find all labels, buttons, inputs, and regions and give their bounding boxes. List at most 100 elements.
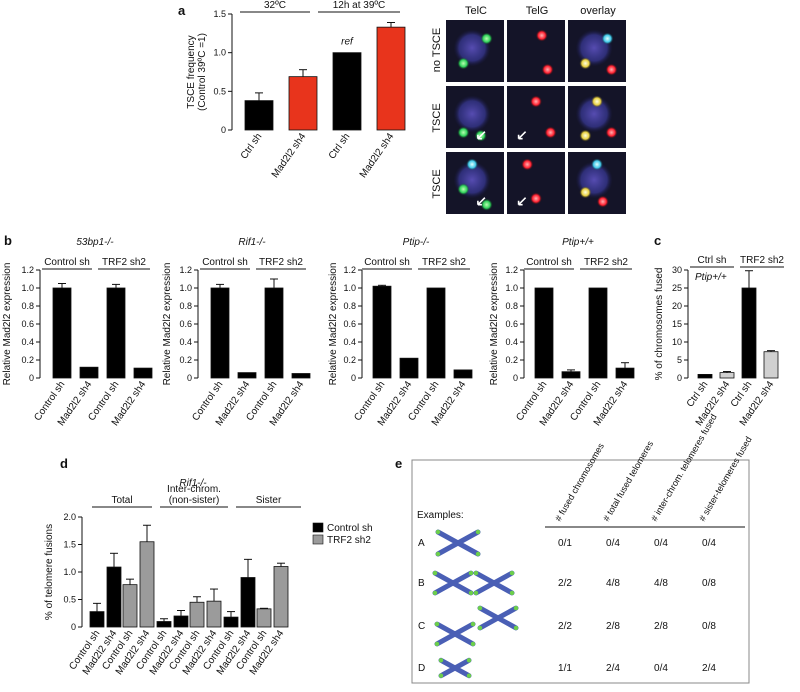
telomere-signal (579, 129, 592, 142)
y-tick-label: 1.0 (505, 283, 518, 293)
bar (189, 601, 205, 628)
telomere-signal (579, 57, 592, 70)
y-tick-label: 1.0 (63, 567, 76, 577)
row-label: D (418, 663, 425, 674)
chart-title: Rif1-/- (238, 237, 266, 248)
telomere-signal (457, 183, 470, 196)
micrograph-col-telc: TelC (465, 5, 487, 17)
chromosome-diagram (435, 529, 481, 557)
telomere-dot (438, 673, 444, 678)
y-tick-label: 0.2 (179, 355, 192, 365)
telomere-signal (530, 192, 542, 205)
panel-label-b: b (4, 233, 12, 248)
table-row: C 2/2 2/8 2/8 0/8 (418, 605, 716, 647)
chart-title: Rif1-/- (179, 478, 207, 489)
bar (223, 616, 239, 628)
bar (240, 577, 256, 628)
table-cell: 1/1 (558, 663, 572, 674)
y-tick-label: 2.0 (63, 512, 76, 522)
y-tick-label: 1.2 (179, 265, 192, 275)
examples-label: Examples: (417, 510, 464, 521)
telomere-signal (601, 32, 614, 45)
bar (763, 351, 779, 379)
telomere-dot (470, 641, 476, 647)
table-cell: 0/1 (558, 538, 572, 549)
y-axis-label: Relative Mad2l2 expression (162, 263, 173, 386)
table-header: # fused chromosomes (553, 441, 606, 523)
telomere-signal (596, 195, 609, 208)
chromosome-diagram (434, 605, 519, 647)
y-tick-label: 0.2 (505, 355, 518, 365)
telomere-dot (435, 551, 441, 557)
telomere-dot (509, 570, 515, 576)
chromosome-diagram (438, 657, 472, 679)
y-tick-label: 1.0 (343, 283, 356, 293)
y-axis-label: Relative Mad2l2 expression (2, 263, 13, 386)
group-label: Control sh (44, 257, 90, 268)
telomere-signal (605, 63, 618, 76)
telomere-signal (530, 95, 542, 108)
panel-label-a: a (178, 3, 186, 18)
genotype-label: Ptip+/+ (695, 272, 727, 283)
bar (372, 285, 392, 379)
y-tick-label: 0.6 (343, 319, 356, 329)
telomere-signal (466, 158, 479, 171)
bar (288, 76, 318, 131)
table-cell: 2/4 (606, 663, 620, 674)
bar (291, 373, 311, 379)
table-cell: 0/8 (702, 621, 716, 632)
telomere-signal (457, 126, 470, 139)
chromosome-shape (477, 605, 519, 631)
telomere-dot (468, 590, 474, 596)
telomere-signal (480, 32, 493, 45)
telomere-dot (477, 625, 483, 631)
panel-label-c: c (654, 233, 661, 248)
y-axis-label: (Control 39ºC =1) (197, 33, 208, 111)
group-label: Control sh (202, 257, 248, 268)
group-label: 12h at 39ºC (333, 0, 386, 11)
group-label: TRF2 sh2 (102, 257, 146, 268)
panel-e-table: Examples: # fused chromosomes# total fus… (411, 412, 754, 684)
telomere-dot (473, 590, 479, 596)
telomere-dot (468, 570, 474, 576)
y-tick-label: 30 (672, 265, 682, 275)
y-tick-label: 25 (672, 283, 682, 293)
group-label: Control sh (364, 257, 410, 268)
y-tick-label: 0.6 (21, 319, 34, 329)
telomere-signal (605, 126, 618, 139)
table-cell: 2/4 (702, 663, 716, 674)
bar (122, 584, 138, 628)
tile-background (507, 20, 565, 82)
y-tick-label: 1.2 (505, 265, 518, 275)
bar (719, 372, 735, 379)
y-tick-label: 0.4 (505, 337, 518, 347)
y-tick-label: 1.0 (213, 48, 226, 58)
bar (89, 611, 105, 628)
y-tick-label: 1.5 (213, 9, 226, 19)
nucleus (575, 95, 613, 133)
telomere-dot (513, 605, 519, 611)
y-tick-label: 0 (513, 373, 518, 383)
telomere-signal (541, 63, 554, 76)
micrograph-tile (568, 152, 626, 214)
chart-a: 0 0.5 1.0 1.5 TSCE frequency (Control 39ºC =1… (186, 0, 406, 180)
bar (210, 287, 230, 379)
bar (561, 371, 581, 379)
micrograph-panel: TelC TelG overlay no TSCE TSCE TSCE (431, 5, 626, 214)
group-label: TRF2 sh2 (584, 257, 628, 268)
y-tick-label: 15 (672, 319, 682, 329)
table-cell: 2/2 (558, 578, 572, 589)
chromosome-shape (432, 570, 474, 596)
group-label: Control sh (526, 257, 572, 268)
group-label: Inter-chrom. (167, 484, 221, 495)
x-tick-label: Mad2l2 sh4 (270, 131, 309, 180)
bar (264, 287, 284, 379)
group-label: Sister (256, 495, 282, 506)
bar (106, 566, 122, 628)
table-cell: 4/8 (606, 578, 620, 589)
table-cell: 2/8 (606, 621, 620, 632)
table-cell: 0/4 (654, 538, 668, 549)
y-tick-label: 0.6 (179, 319, 192, 329)
y-tick-label: 0 (221, 125, 226, 135)
bar (399, 357, 419, 379)
